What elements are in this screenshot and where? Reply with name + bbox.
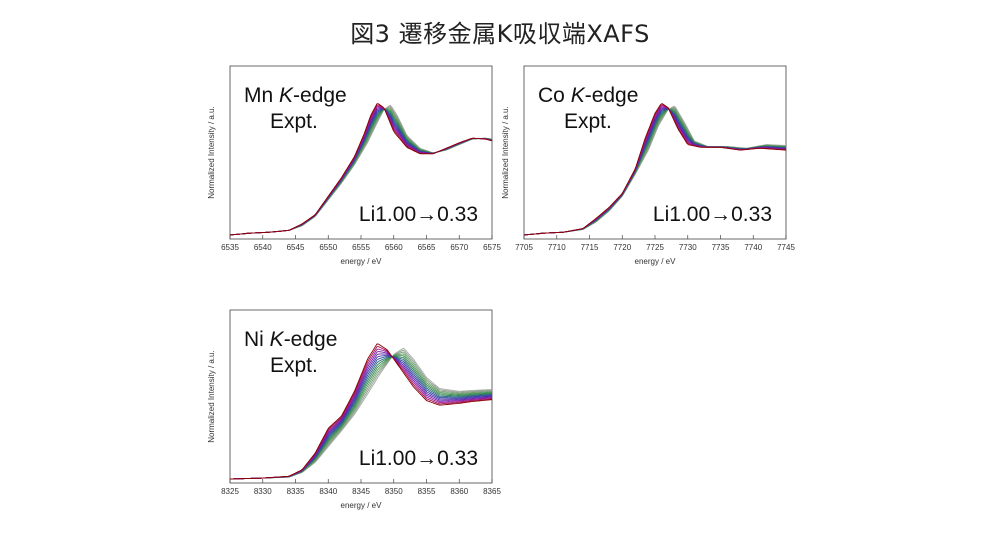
ni-y-axis-label: Normalized Intensity / a.u. (207, 350, 216, 442)
co-x-tick-label: 7720 (613, 243, 631, 252)
mn-x-tick-label: 6565 (418, 243, 436, 252)
co-expt-label: Expt. (564, 110, 612, 133)
mn-k-edge-panel: 6535 6540 6545 6550 6555 6560 6565 6570 6575 ener… (207, 65, 501, 266)
ni-x-tick-label: 8340 (319, 487, 337, 496)
co-plot-frame (523, 65, 787, 240)
figure-title: 図3 遷移金属K吸収端XAFS (350, 20, 650, 48)
mn-y-axis-label: Normalized Intensity / a.u. (207, 106, 216, 198)
co-x-tick-label: 7710 (548, 243, 566, 252)
ni-series-group (230, 343, 492, 480)
ni-edge-label: Ni K-edge (244, 328, 337, 351)
ni-x-tick-label: 8345 (352, 487, 370, 496)
co-x-tick-label: 7705 (515, 243, 533, 252)
co-li-range-annotation: Li1.00→0.33 (653, 203, 772, 226)
mn-x-tick-label: 6575 (483, 243, 501, 252)
co-y-axis-label: Normalized Intensity / a.u. (501, 106, 510, 198)
ni-x-tick-label: 8330 (254, 487, 272, 496)
mn-x-tick-label: 6545 (287, 243, 305, 252)
co-x-tick-label: 7740 (744, 243, 762, 252)
co-x-axis-label: energy / eV (635, 257, 677, 266)
ni-x-tick-label: 8350 (385, 487, 403, 496)
ni-x-tick-label: 8360 (450, 487, 468, 496)
co-x-tick-label: 7735 (712, 243, 730, 252)
co-series-group (524, 103, 786, 236)
mn-x-tick-label: 6550 (319, 243, 337, 252)
mn-series-group (230, 103, 492, 236)
mn-x-tick-label: 6540 (254, 243, 272, 252)
ni-series-line (230, 343, 492, 480)
ni-x-tick-label: 8355 (418, 487, 436, 496)
ni-expt-label: Expt. (270, 354, 318, 377)
co-x-tick-label: 7745 (777, 243, 795, 252)
mn-edge-label: Mn K-edge (244, 84, 347, 107)
mn-x-tick-label: 6570 (450, 243, 468, 252)
co-x-tick-label: 7725 (646, 243, 664, 252)
mn-x-axis-label: energy / eV (341, 257, 383, 266)
mn-series-line (230, 103, 492, 236)
ni-x-tick-label: 8365 (483, 487, 501, 496)
co-series-line (524, 103, 786, 236)
ni-x-axis-label: energy / eV (341, 501, 383, 510)
mn-x-tick-label: 6560 (385, 243, 403, 252)
mn-expt-label: Expt. (270, 110, 318, 133)
co-x-tick-label: 7715 (581, 243, 599, 252)
mn-li-range-annotation: Li1.00→0.33 (359, 203, 478, 226)
ni-k-edge-panel: 8325 8330 8335 8340 8345 8350 8355 8360 8365 ener… (207, 309, 501, 510)
ni-x-tick-label: 8335 (287, 487, 305, 496)
ni-li-range-annotation: Li1.00→0.33 (359, 447, 478, 470)
co-edge-label: Co K-edge (538, 84, 638, 107)
mn-x-tick-label: 6535 (221, 243, 239, 252)
ni-x-tick-label: 8325 (221, 487, 239, 496)
co-x-tick-label: 7730 (679, 243, 697, 252)
mn-x-tick-label: 6555 (352, 243, 370, 252)
co-k-edge-panel: 7705 7710 7715 7720 7725 7730 7735 7740 7745 ener… (501, 65, 795, 266)
